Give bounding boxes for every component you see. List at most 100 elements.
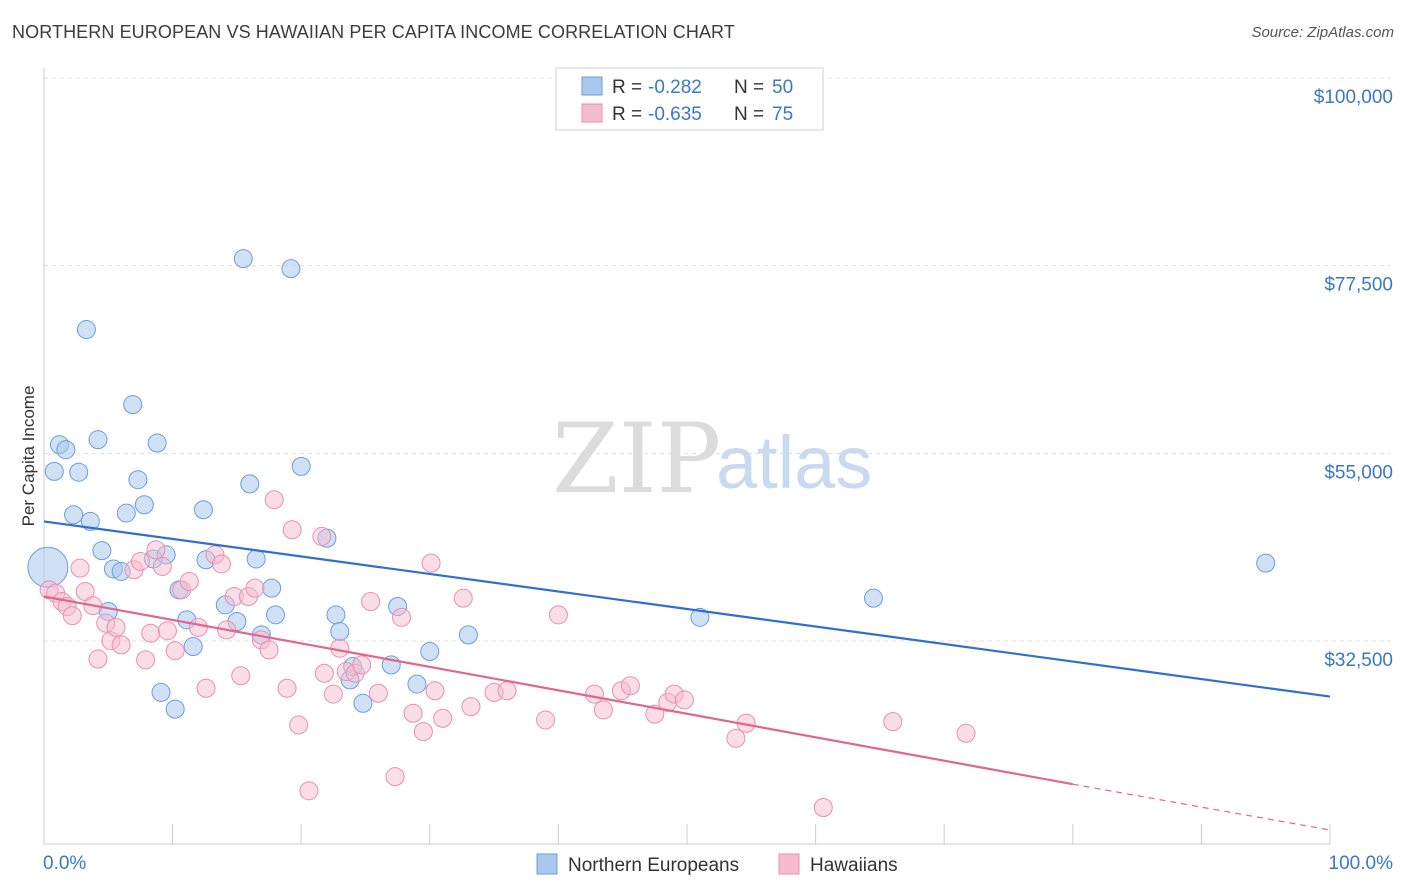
legend-northern-europeans-swatch [536, 853, 558, 875]
data-point [425, 681, 445, 701]
data-point [326, 605, 346, 625]
data-point [76, 320, 96, 340]
legend-n-value-2: 75 [772, 104, 793, 125]
data-point [330, 622, 350, 642]
data-point [536, 710, 556, 730]
data-point [361, 591, 381, 611]
data-point [64, 505, 84, 525]
data-point [92, 541, 112, 561]
y-tick-label: $32,500 [1324, 650, 1393, 671]
data-point [883, 712, 903, 732]
data-point [281, 259, 301, 279]
data-point [146, 540, 166, 560]
data-point [196, 678, 216, 698]
data-point [111, 635, 131, 655]
data-point [123, 395, 143, 415]
data-point [211, 554, 231, 574]
legend-r-value-1: -0.282 [648, 77, 702, 98]
data-point [116, 503, 136, 523]
data-point [277, 678, 297, 698]
data-point [88, 649, 108, 669]
x-tick-label-min: 0.0% [43, 853, 86, 874]
data-point [231, 666, 251, 686]
data-point [863, 588, 883, 608]
data-point [323, 684, 343, 704]
data-point [956, 723, 976, 743]
x-tick-label-max: 100.0% [1329, 853, 1394, 874]
y-tick-label: $77,500 [1324, 275, 1393, 296]
data-point [312, 526, 332, 546]
data-point [259, 640, 279, 660]
data-point [461, 697, 481, 717]
watermark-atlas: atlas [716, 421, 872, 504]
series-hawaiians-points [39, 490, 976, 818]
data-point [70, 558, 90, 578]
data-point [62, 606, 82, 626]
data-point [433, 708, 453, 728]
legend-n-value-1: 50 [772, 77, 793, 98]
data-point [1256, 553, 1276, 573]
data-point [240, 474, 260, 494]
data-point [134, 495, 154, 515]
data-point [368, 683, 388, 703]
legend-hawaiians-label: Hawaiians [810, 855, 898, 876]
legend-swatch-pink [581, 103, 603, 123]
data-point [385, 767, 405, 787]
grid-lines [44, 77, 1390, 642]
data-point [299, 781, 319, 801]
data-point [262, 578, 282, 598]
data-point [392, 607, 412, 627]
legend-n-label-1: N = [734, 77, 769, 98]
legend-swatch-blue [581, 76, 603, 96]
data-point [44, 461, 64, 481]
data-point [813, 798, 833, 818]
data-point [352, 655, 372, 675]
data-point [353, 693, 373, 713]
data-point [289, 715, 309, 735]
axes [43, 68, 1331, 845]
y-tick-label: $55,000 [1324, 462, 1393, 483]
data-point [151, 682, 171, 702]
data-point [497, 681, 517, 701]
legend-r-label-2: R = [612, 104, 647, 125]
chart-title: NORTHERN EUROPEAN VS HAWAIIAN PER CAPITA… [12, 22, 735, 42]
trend-line-hawaiians-extrapolated [1072, 783, 1331, 831]
data-point [314, 663, 334, 683]
data-point [265, 605, 285, 625]
data-point [147, 433, 167, 453]
legend-n-label-2: N = [734, 104, 769, 125]
trend-lines [43, 520, 1331, 831]
data-point [80, 511, 100, 531]
data-point [136, 650, 156, 670]
legend-northern-europeans-label: Northern Europeans [568, 855, 739, 876]
series-legend: Northern Europeans Hawaiians [536, 853, 898, 876]
y-tick-labels: $32,500 $55,000 $77,500 $100,000 [1314, 87, 1393, 671]
data-point [264, 490, 284, 510]
data-point [291, 456, 311, 476]
data-point [193, 500, 213, 520]
data-point [141, 623, 161, 643]
data-point [152, 556, 172, 576]
data-point [157, 621, 177, 641]
data-point [179, 571, 199, 591]
data-point [56, 440, 76, 460]
data-point [106, 617, 126, 637]
data-point [245, 578, 265, 598]
data-point [420, 642, 440, 662]
data-point [282, 520, 302, 540]
data-point [674, 690, 694, 710]
data-point [620, 676, 640, 696]
data-point [421, 553, 441, 573]
data-point [69, 462, 89, 482]
data-point [548, 605, 568, 625]
y-tick-label: $100,000 [1314, 87, 1393, 108]
data-point [128, 470, 148, 490]
data-point [726, 728, 746, 748]
y-axis-label: Per Capita Income [19, 386, 38, 527]
data-point [130, 551, 150, 571]
data-point [690, 607, 710, 627]
data-point [453, 588, 473, 608]
watermark-zip: ZIP [552, 403, 721, 515]
legend-hawaiians-swatch [778, 853, 800, 875]
